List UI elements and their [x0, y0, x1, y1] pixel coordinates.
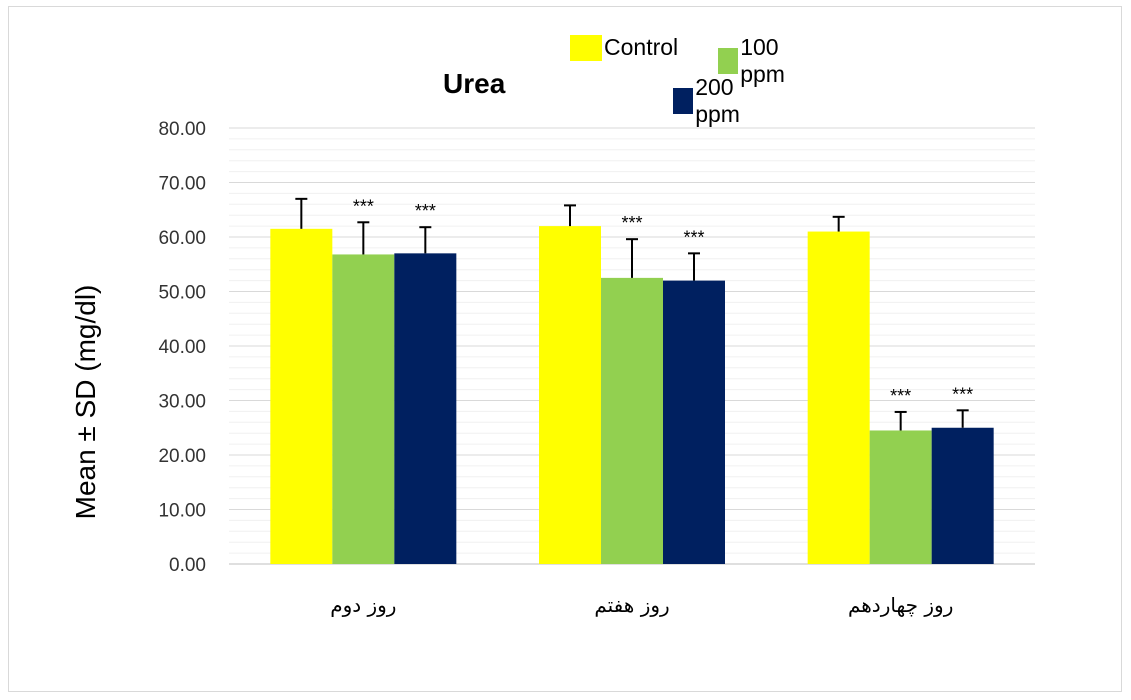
legend-item-200ppm: 200 ppm — [673, 74, 752, 128]
bar-1-3 — [807, 231, 870, 565]
significance-label: *** — [353, 196, 374, 216]
x-category-label: روز دوم — [330, 593, 396, 617]
y-tick-label: 70.00 — [158, 174, 206, 195]
legend-swatch-200ppm — [673, 88, 694, 114]
legend-item-control: Control — [570, 34, 678, 61]
chart-title: Urea — [443, 68, 506, 99]
significance-label: *** — [890, 386, 911, 406]
y-tick-label: 0.00 — [169, 555, 206, 576]
legend-label-200ppm: 200 ppm — [695, 74, 740, 127]
y-tick-label: 60.00 — [158, 228, 206, 249]
bar-1-2 — [539, 226, 601, 564]
significance-label: *** — [415, 201, 436, 221]
x-category-label: روز چهاردهم — [848, 593, 953, 617]
bar-3-3 — [931, 427, 994, 564]
bar-2-2 — [601, 277, 663, 564]
bar-2-3 — [869, 430, 932, 564]
bar-3-1 — [394, 253, 457, 564]
x-category-label: روز هفتم — [594, 593, 669, 617]
significance-label: *** — [621, 213, 642, 233]
legend-item-100ppm: 100 ppm — [718, 34, 797, 88]
significance-label: *** — [683, 227, 704, 247]
bar-2-1 — [332, 254, 395, 564]
legend-swatch-100ppm — [718, 48, 739, 74]
legend-label-control: Control — [604, 34, 679, 60]
y-tick-label: 10.00 — [158, 501, 206, 522]
legend-label-100ppm: 100 ppm — [740, 34, 785, 87]
y-tick-label: 20.00 — [158, 446, 206, 467]
significance-label: *** — [952, 384, 973, 404]
bar-1-1 — [270, 228, 333, 564]
legend-swatch-control — [570, 34, 602, 61]
bar-3-2 — [663, 280, 725, 564]
y-tick-label: 80.00 — [158, 119, 206, 140]
y-tick-label: 30.00 — [158, 392, 206, 413]
y-tick-label: 40.00 — [158, 337, 206, 358]
y-tick-label: 50.00 — [158, 283, 206, 304]
